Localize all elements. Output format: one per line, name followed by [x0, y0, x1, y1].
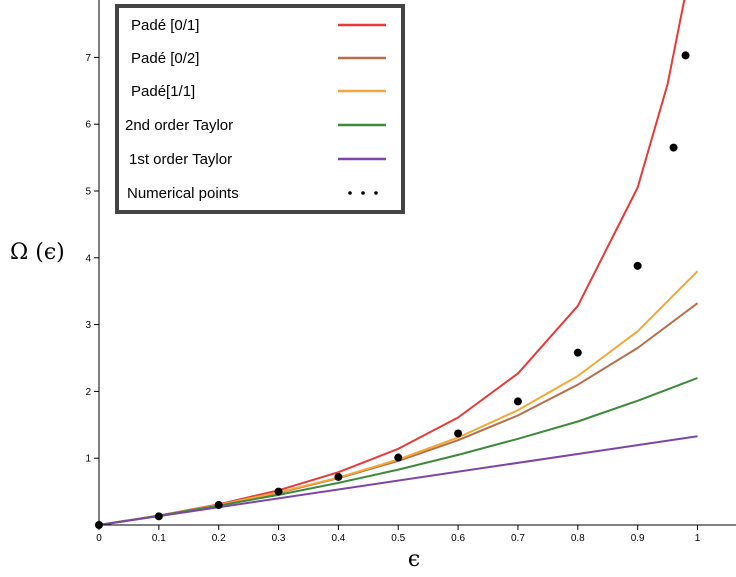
- x-axis-title: ϵ: [408, 547, 420, 572]
- data-point: [394, 453, 403, 462]
- x-tick-label: 0.7: [511, 533, 525, 544]
- series-line: [98, 270, 699, 526]
- data-point: [681, 51, 690, 60]
- x-tick-label: 0.6: [451, 533, 465, 544]
- y-tick-label: 1: [85, 454, 91, 465]
- data-point: [334, 472, 343, 481]
- x-tick-label: 0.2: [212, 533, 226, 544]
- y-tick-label: 7: [85, 53, 91, 64]
- y-tick-label: 5: [85, 187, 91, 198]
- x-tick-label: 0.9: [631, 533, 645, 544]
- data-point: [633, 261, 642, 270]
- legend-box: [115, 4, 405, 214]
- y-tick-label: 2: [85, 387, 91, 398]
- series-line: [98, 377, 698, 526]
- legend-label: 1st order Taylor: [129, 151, 232, 168]
- data-point: [454, 429, 463, 438]
- y-tick-label: 4: [85, 253, 91, 264]
- y-ticks: 1 2 3 4 5 6 7: [85, 53, 99, 465]
- legend-marker: [348, 191, 352, 195]
- legend-label: Numerical points: [127, 185, 239, 202]
- y-axis-title: Ω (ϵ): [10, 240, 65, 265]
- x-tick-label: 0: [96, 533, 102, 544]
- data-point: [513, 397, 522, 406]
- legend-marker: [374, 191, 378, 195]
- y-tick-label: 3: [85, 320, 91, 331]
- x-tick-label: 0.4: [331, 533, 345, 544]
- data-point: [573, 348, 582, 357]
- data-point: [274, 487, 283, 496]
- legend-label: Padé [0/1]: [131, 17, 199, 34]
- x-tick-label: 0.3: [272, 533, 286, 544]
- legend: Padé [0/1] Padé [0/2] Padé[1/1] 2nd order T…: [115, 4, 405, 214]
- data-point: [669, 143, 678, 152]
- legend-label: Padé[1/1]: [131, 83, 195, 100]
- legend-marker: [361, 191, 365, 195]
- x-tick-label: 0.1: [152, 533, 166, 544]
- legend-label: Padé [0/2]: [131, 50, 199, 67]
- x-tick-label: 0.8: [571, 533, 585, 544]
- x-ticks: 0 0.1 0.2 0.3 0.4 0.5 0.6 0.7 0.8 0.9 1: [96, 525, 701, 544]
- legend-label: 2nd order Taylor: [125, 117, 233, 134]
- data-point: [154, 512, 163, 521]
- series-line: [98, 435, 698, 526]
- data-point: [214, 500, 223, 509]
- x-tick-label: 0.5: [391, 533, 405, 544]
- x-tick-label: 1: [695, 533, 701, 544]
- y-tick-label: 6: [85, 120, 91, 131]
- legend-items: Padé [0/1] Padé [0/2] Padé[1/1] 2nd order T…: [125, 17, 386, 202]
- series-line: [98, 302, 699, 526]
